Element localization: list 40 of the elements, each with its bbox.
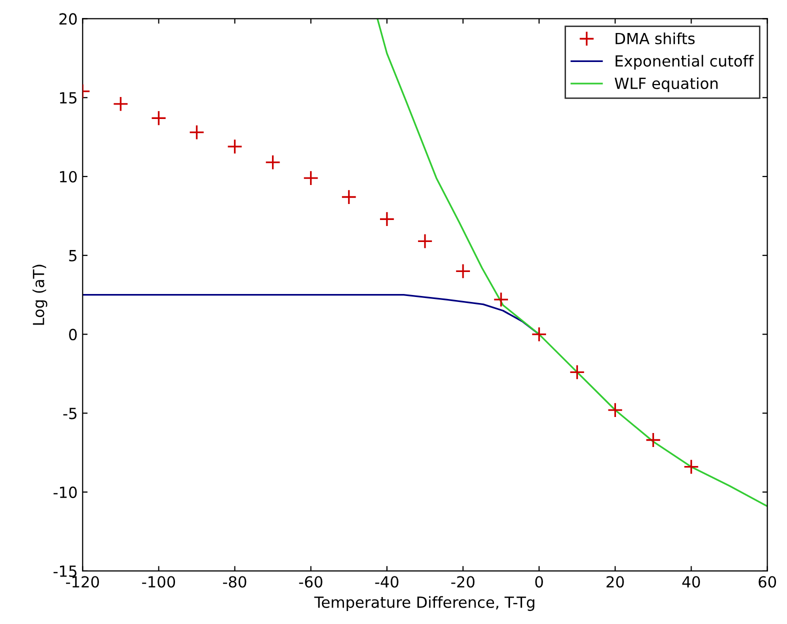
point <box>645 432 661 448</box>
y-tick-label: -10 <box>54 486 77 498</box>
point <box>455 263 471 279</box>
y-tick-label: 5 <box>69 250 76 262</box>
x-tick-label: -20 <box>451 576 474 588</box>
point <box>303 170 319 186</box>
point <box>188 124 205 140</box>
point <box>569 364 585 380</box>
point <box>379 211 395 227</box>
x-tick-label: -40 <box>375 576 398 588</box>
point <box>265 154 281 170</box>
legend-label: DMA shifts <box>616 32 695 44</box>
point <box>112 96 128 112</box>
x-tick-label: -80 <box>223 576 246 588</box>
y-tick-label: 10 <box>60 170 77 183</box>
legend-label: Exponential cutoff <box>616 54 754 70</box>
point <box>683 459 700 475</box>
x-tick-label: 0 <box>535 576 543 588</box>
point <box>493 292 509 308</box>
point <box>607 402 623 418</box>
point <box>227 138 243 154</box>
x-tick-label: -120 <box>66 576 99 588</box>
point <box>150 110 166 126</box>
y-tick-label: 15 <box>60 92 76 104</box>
point <box>341 189 357 205</box>
y-tick-label: 0 <box>69 328 77 340</box>
x-tick-label: -100 <box>142 576 176 588</box>
point <box>417 233 433 249</box>
y-tick-label: -15 <box>54 566 76 577</box>
x-tick-label: -60 <box>299 576 322 588</box>
x-axis-title: Temperature Difference, T-Tg <box>314 596 534 611</box>
y-tick-label: -5 <box>63 408 76 420</box>
point <box>531 326 547 342</box>
x-tick-label: 20 <box>606 576 624 588</box>
x-tick-label: 60 <box>758 576 776 588</box>
y-tick-label: 20 <box>59 13 77 25</box>
y-axis-title: Log (aT) <box>32 264 48 325</box>
legend-label: WLF equation <box>614 77 718 92</box>
line-series <box>376 18 768 508</box>
x-tick-label: 40 <box>682 576 700 588</box>
